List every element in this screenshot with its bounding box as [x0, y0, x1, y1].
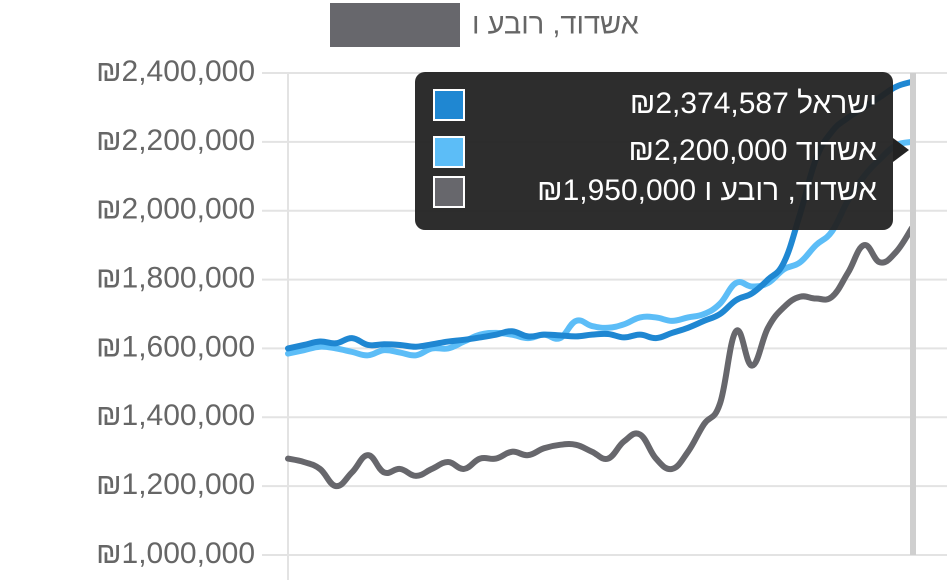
- y-tick-label: ₪2,200,000: [96, 124, 255, 157]
- y-tick-label: ₪2,000,000: [96, 193, 255, 226]
- y-tick-label: ₪1,400,000: [96, 399, 255, 432]
- series-line: [285, 138, 915, 359]
- legend-label[interactable]: אשדוד, רובע ו: [472, 9, 639, 41]
- tooltip-series-name: ישראל: [797, 87, 877, 120]
- legend[interactable]: אשדוד, רובע ו: [330, 3, 639, 47]
- series-line: [285, 224, 915, 490]
- tooltip-swatch: [433, 89, 465, 121]
- y-tick-label: ₪1,200,000: [96, 468, 255, 501]
- tooltip-label: אשדוד, רובע ו ₪1,950,000: [537, 174, 877, 207]
- tooltip-box: [415, 72, 893, 230]
- tooltip-swatch: [433, 176, 465, 208]
- y-tick-label: ₪2,400,000: [96, 55, 255, 88]
- tooltip-series-name: אשדוד: [796, 134, 877, 167]
- y-tick-label: ₪1,800,000: [96, 261, 255, 294]
- tooltip-label: אשדוד ₪2,200,000: [629, 134, 878, 167]
- tooltip-value: ₪2,374,587: [630, 87, 789, 120]
- y-tick-label: ₪1,600,000: [96, 330, 255, 363]
- tooltip-value: ₪1,950,000: [537, 174, 696, 207]
- tooltip-value: ₪2,200,000: [629, 134, 788, 167]
- tooltip-caret: [893, 138, 909, 162]
- tooltip-series-name: אשדוד, רובע ו: [704, 174, 877, 207]
- legend-swatch: [330, 3, 460, 47]
- y-tick-label: ₪1,000,000: [96, 537, 255, 570]
- tooltip-swatch: [433, 136, 465, 168]
- tooltip-label: ישראל ₪2,374,587: [630, 87, 877, 120]
